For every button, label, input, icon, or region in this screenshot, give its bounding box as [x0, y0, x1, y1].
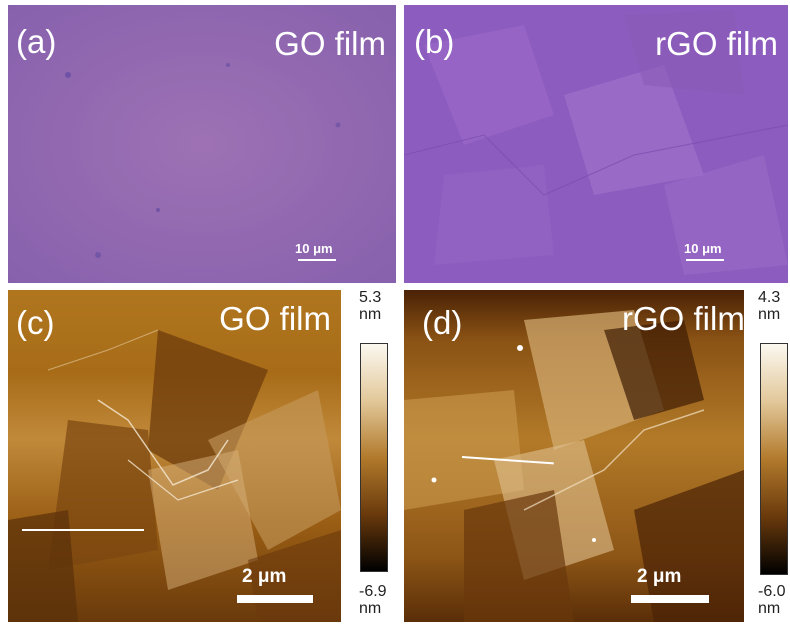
colorbar-c-max-value: 5.3: [359, 289, 382, 306]
colorbar-d-max-value: 4.3: [758, 289, 781, 306]
panel-b-title: rGO film: [655, 25, 778, 62]
panel-b-label: (b): [414, 23, 455, 60]
panel-c-title: GO film: [219, 300, 331, 337]
panel-b-scalebar-label: 10 μm: [684, 241, 722, 256]
panel-d-label: (d): [422, 304, 463, 341]
panel-c-scalebar-label: 2 μm: [242, 566, 287, 587]
panel-d-afm-rgo: (d) rGO film 2 μm: [404, 290, 744, 622]
colorbar-c: [360, 343, 388, 572]
colorbar-d-min-unit: nm: [758, 599, 781, 617]
panel-d-scalebar-label: 2 μm: [637, 566, 682, 587]
panel-a-scalebar: [298, 259, 336, 261]
colorbar-c-max: 5.3 nm: [359, 289, 382, 324]
panel-b-optical-rgo: (b) rGO film 10 μm: [404, 5, 788, 283]
panel-a-scalebar-label: 10 μm: [295, 241, 333, 256]
panel-c-afm-go: (c) GO film 2 μm: [8, 290, 341, 622]
colorbar-c-min: -6.9 nm: [359, 583, 387, 618]
panel-c-image: [8, 290, 341, 622]
colorbar-c-min-unit: nm: [359, 599, 382, 617]
panel-c-label: (c): [16, 304, 55, 341]
panel-a-label: (a): [16, 23, 57, 60]
panel-d-title: rGO film: [622, 300, 744, 337]
colorbar-d-min-value: -6.0: [758, 583, 786, 600]
colorbar-c-min-value: -6.9: [359, 583, 387, 600]
panel-a-image: [8, 5, 396, 283]
panel-d-image: [404, 290, 744, 622]
colorbar-c-max-unit: nm: [359, 305, 382, 323]
colorbar-d-max-unit: nm: [758, 305, 781, 323]
panel-a-title: GO film: [274, 25, 386, 62]
panel-c-profile-line: [22, 529, 144, 531]
colorbar-d-min: -6.0 nm: [758, 583, 786, 618]
panel-b-image: [404, 5, 788, 283]
panel-b-scalebar: [686, 259, 724, 261]
colorbar-d-max: 4.3 nm: [758, 289, 781, 324]
colorbar-d: [760, 343, 788, 575]
panel-d-scalebar: [631, 595, 709, 603]
panel-a-optical-go: (a) GO film 10 μm: [8, 5, 396, 283]
panel-c-scalebar: [237, 595, 313, 603]
